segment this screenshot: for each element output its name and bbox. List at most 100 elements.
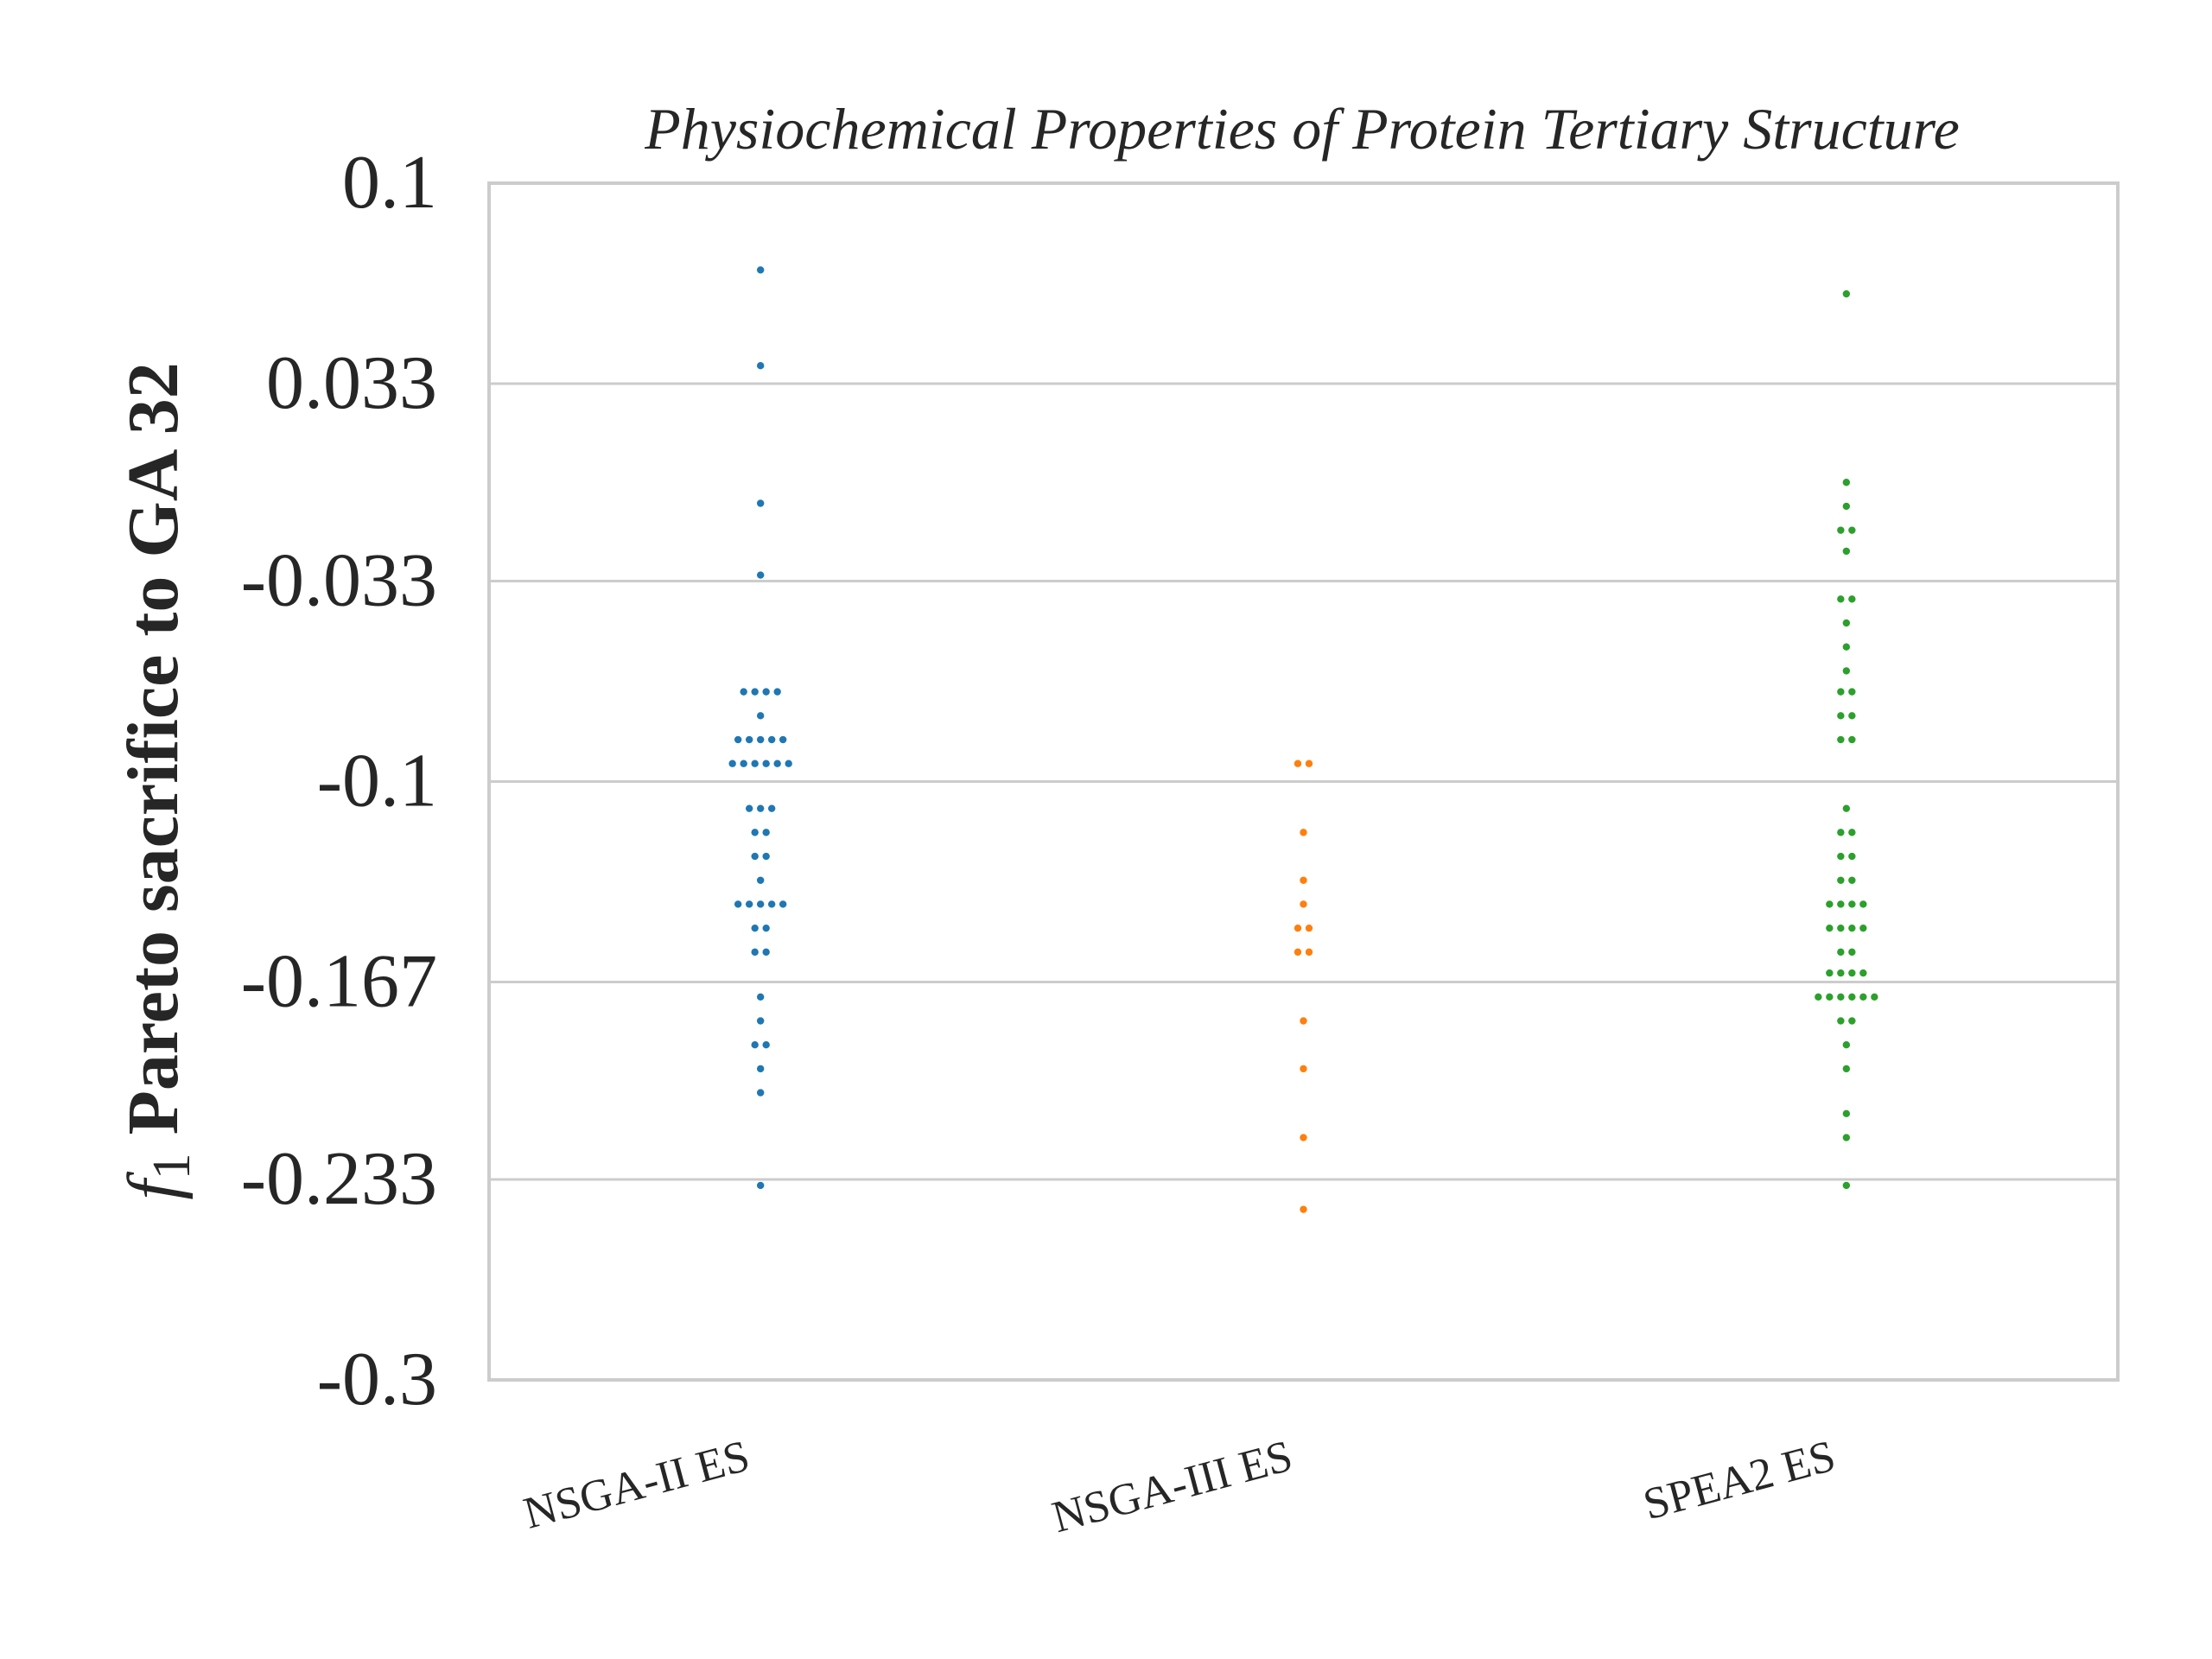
data-point xyxy=(1847,924,1857,932)
data-point xyxy=(1842,1133,1851,1142)
data-point xyxy=(1859,899,1868,909)
data-point xyxy=(1299,875,1308,885)
plot-area-frame xyxy=(487,181,2120,1382)
data-point xyxy=(1825,993,1834,1001)
y-axis-label-text: Pareto sacrifice to GA 32 xyxy=(113,362,194,1153)
data-point xyxy=(756,1181,765,1190)
data-point xyxy=(756,804,765,813)
data-point xyxy=(750,759,760,768)
data-point xyxy=(750,828,760,837)
data-point xyxy=(1836,594,1846,604)
data-point xyxy=(1299,1133,1308,1142)
data-point xyxy=(1842,642,1851,652)
data-point xyxy=(756,735,765,744)
data-point xyxy=(772,687,782,696)
data-point xyxy=(1842,289,1851,298)
data-point xyxy=(756,1088,765,1097)
data-point xyxy=(1299,1016,1308,1026)
y-tick-label: 0.1 xyxy=(342,141,437,225)
data-point xyxy=(734,899,742,909)
data-point xyxy=(1859,969,1868,977)
data-point xyxy=(1847,735,1857,744)
data-point xyxy=(1836,1016,1846,1026)
y-tick-label: -0.1 xyxy=(317,740,437,823)
data-point xyxy=(1836,993,1846,1001)
data-point xyxy=(761,924,771,932)
y-tick-label: 0.033 xyxy=(266,341,437,425)
data-point xyxy=(1859,993,1868,1001)
data-point xyxy=(1836,525,1846,535)
data-point xyxy=(756,1065,765,1073)
data-point xyxy=(1836,948,1846,957)
data-point xyxy=(1842,478,1851,487)
data-point xyxy=(1842,619,1851,627)
data-point xyxy=(767,804,776,813)
data-point xyxy=(1842,666,1851,676)
data-point xyxy=(1847,875,1857,885)
data-point xyxy=(1842,502,1851,511)
data-point xyxy=(1305,759,1313,768)
data-point xyxy=(1836,735,1846,744)
data-point xyxy=(1825,899,1834,909)
data-point xyxy=(745,899,753,909)
data-point xyxy=(739,759,748,768)
data-point xyxy=(1842,1109,1851,1118)
data-point xyxy=(761,1040,771,1049)
data-point xyxy=(1847,1016,1857,1026)
data-point xyxy=(1836,875,1846,885)
y-tick-label: -0.167 xyxy=(241,939,437,1023)
y-tick-label: -0.3 xyxy=(317,1338,437,1421)
data-point xyxy=(728,759,737,768)
data-point xyxy=(1859,924,1868,932)
data-point xyxy=(1836,899,1846,909)
data-point xyxy=(1847,594,1857,604)
data-point xyxy=(756,711,765,721)
data-point xyxy=(761,948,771,957)
data-point xyxy=(750,948,760,957)
data-point xyxy=(1836,969,1846,977)
data-point xyxy=(1847,525,1857,535)
data-point xyxy=(1836,828,1846,837)
data-point xyxy=(784,759,793,768)
y-tick-label: -0.033 xyxy=(241,539,437,623)
data-point xyxy=(1847,711,1857,721)
data-point xyxy=(756,1016,765,1026)
data-point xyxy=(756,265,765,275)
data-point xyxy=(1847,828,1857,837)
data-point xyxy=(761,828,771,837)
data-point xyxy=(756,875,765,885)
data-point xyxy=(1825,969,1834,977)
chart-title: Physiochemical Properties of Protein Ter… xyxy=(644,96,1960,162)
data-point xyxy=(1294,759,1302,768)
data-points xyxy=(728,265,1879,1214)
data-point xyxy=(1847,948,1857,957)
data-point xyxy=(1836,924,1846,932)
data-point xyxy=(772,759,782,768)
data-point xyxy=(750,924,760,932)
data-point xyxy=(1847,687,1857,696)
data-point xyxy=(1836,687,1846,696)
y-axis-tick-labels: 0.1 0.033 -0.033 -0.1 -0.167 -0.233 -0.3 xyxy=(241,141,437,1421)
data-point xyxy=(745,735,753,744)
data-point xyxy=(1294,924,1302,932)
data-point xyxy=(739,687,748,696)
y-tick-label: -0.233 xyxy=(241,1137,437,1221)
data-point xyxy=(756,899,765,909)
y-axis-label-subscript: 1 xyxy=(143,1153,201,1179)
data-point xyxy=(1870,993,1879,1001)
data-point xyxy=(1294,948,1302,957)
data-point xyxy=(1847,969,1857,977)
data-point xyxy=(767,899,776,909)
gridlines xyxy=(489,382,2118,1181)
data-point xyxy=(1299,1205,1308,1214)
data-point xyxy=(1847,899,1857,909)
data-point xyxy=(734,735,742,744)
data-point xyxy=(1847,993,1857,1001)
data-point xyxy=(750,687,760,696)
data-point xyxy=(1299,1065,1308,1073)
data-point xyxy=(761,759,771,768)
data-point xyxy=(1842,1065,1851,1073)
data-point xyxy=(761,687,771,696)
data-point xyxy=(779,735,787,744)
